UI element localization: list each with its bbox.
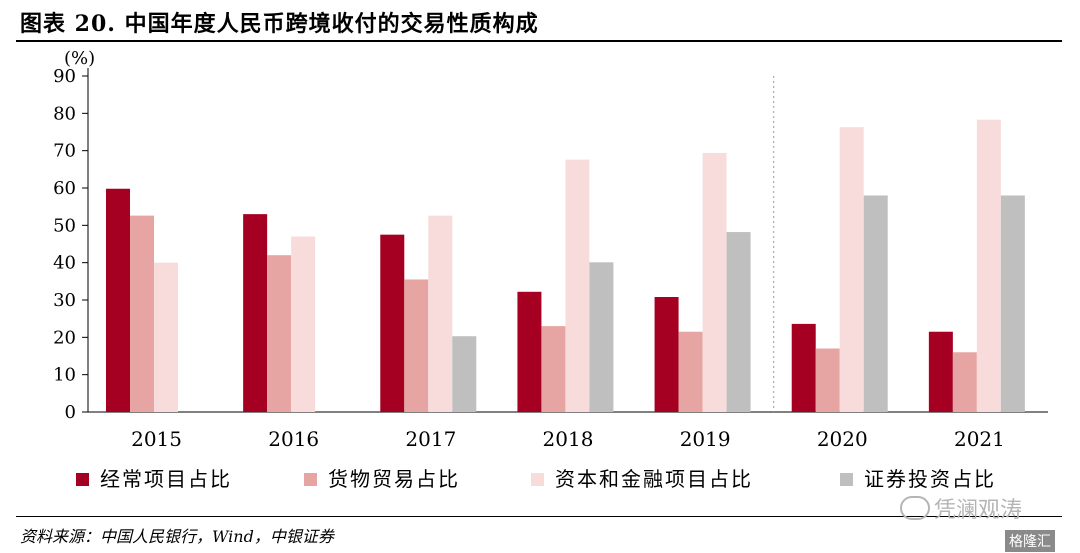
legend-swatch (76, 473, 89, 486)
y-tick-label: 0 (65, 402, 76, 423)
bar (702, 152, 727, 412)
bar (791, 323, 816, 412)
y-tick-label: 80 (53, 103, 76, 124)
bar (654, 297, 679, 412)
x-tick-label: 2016 (268, 427, 319, 451)
source-note: 资料来源：中国人民银行，Wind，中银证券 (20, 527, 334, 546)
bar (517, 291, 542, 412)
bar (1000, 195, 1025, 412)
y-tick-label: 70 (53, 141, 76, 162)
bar (928, 331, 953, 412)
bar (404, 279, 429, 412)
bar (589, 262, 614, 412)
y-unit-label: (%) (64, 48, 95, 69)
bar (428, 215, 453, 412)
x-tick-label: 2015 (131, 427, 182, 451)
source-rule (16, 516, 1062, 517)
bar (952, 352, 977, 412)
x-tick-label: 2019 (680, 427, 731, 451)
y-tick-label: 90 (53, 66, 76, 87)
bar (815, 348, 840, 412)
y-tick-label: 60 (53, 178, 76, 199)
bar (452, 336, 477, 412)
bar (839, 127, 864, 412)
bar (565, 159, 590, 412)
bar (106, 188, 130, 412)
bar (154, 262, 178, 412)
legend-swatch (531, 473, 544, 486)
figure-title: 图表 20. 中国年度人民币跨境收付的交易性质构成 (20, 11, 539, 37)
logo: 格隆汇 (1005, 530, 1055, 552)
bar (291, 236, 316, 412)
x-tick-label: 2021 (954, 427, 1005, 451)
legend-label: 经常项目占比 (100, 467, 232, 491)
bar (678, 331, 703, 412)
x-tick-label: 2020 (817, 427, 868, 451)
legend-swatch (840, 473, 853, 486)
bar (976, 119, 1001, 413)
x-tick-label: 2017 (405, 427, 456, 451)
bar (863, 195, 888, 412)
legend-label: 资本和金融项目占比 (555, 467, 753, 491)
x-tick-label: 2018 (543, 427, 594, 451)
y-tick-label: 20 (53, 327, 76, 348)
bar (380, 234, 405, 412)
watermark-text: 凭澜观涛 (934, 498, 1023, 523)
y-tick-label: 10 (53, 365, 76, 386)
wechat-icon (900, 496, 930, 520)
bar (541, 326, 566, 412)
bar (726, 232, 751, 412)
bar (243, 214, 268, 412)
bar (130, 215, 154, 412)
legend-swatch (304, 473, 317, 486)
y-tick-label: 50 (53, 215, 76, 236)
y-tick-label: 40 (53, 253, 76, 274)
bar (267, 255, 292, 412)
legend-label: 货物贸易占比 (328, 467, 460, 491)
watermark: 凭澜观涛 (900, 492, 1022, 524)
title-rule (16, 40, 1062, 42)
legend-label: 证券投资占比 (864, 467, 996, 491)
y-tick-label: 30 (53, 290, 76, 311)
